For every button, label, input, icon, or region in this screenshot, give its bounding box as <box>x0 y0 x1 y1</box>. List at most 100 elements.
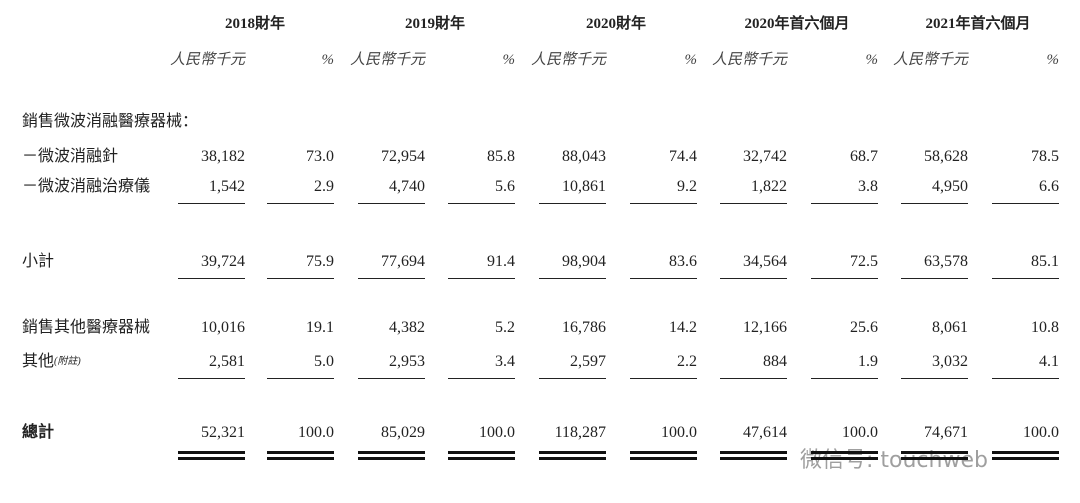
cell: 98,904 <box>562 253 606 270</box>
unit-label: % <box>865 52 879 68</box>
rule-line <box>630 203 697 204</box>
double-rule <box>720 451 787 460</box>
rule-line <box>901 378 968 379</box>
rule-line <box>178 378 245 379</box>
rule-line <box>539 278 606 279</box>
cell: 2.2 <box>677 353 697 370</box>
unit-label: 人民幣千元 <box>350 52 426 68</box>
double-rule <box>811 451 878 460</box>
rule-line <box>811 203 878 204</box>
unit-label: % <box>321 52 335 68</box>
cell: 5.2 <box>495 319 515 336</box>
cell: 9.2 <box>677 178 697 195</box>
cell: 75.9 <box>306 253 334 270</box>
cell: 3,032 <box>932 353 968 370</box>
rule-line <box>901 278 968 279</box>
rule-line <box>720 203 787 204</box>
cell: 14.2 <box>669 319 697 336</box>
rule-line <box>539 378 606 379</box>
cell: 10,016 <box>201 319 245 336</box>
cell: 91.4 <box>487 253 515 270</box>
cell: 77,694 <box>381 253 425 270</box>
cell: 74.4 <box>669 148 697 165</box>
cell: 52,321 <box>201 424 245 441</box>
cell: 118,287 <box>554 424 606 441</box>
rule-line <box>901 203 968 204</box>
double-rule <box>448 451 515 460</box>
double-rule <box>901 451 968 460</box>
cell: 5.0 <box>314 353 334 370</box>
cell: 1,542 <box>209 178 245 195</box>
double-rule <box>267 451 334 460</box>
cell: 25.6 <box>850 319 878 336</box>
cell: 100.0 <box>661 424 697 441</box>
double-rule <box>539 451 606 460</box>
rule-line <box>630 378 697 379</box>
rule-line <box>992 378 1059 379</box>
period-header: 2019財年 <box>404 16 465 32</box>
cell: 4,740 <box>389 178 425 195</box>
cell: 85.8 <box>487 148 515 165</box>
rule-line <box>448 278 515 279</box>
cell: 2,597 <box>570 353 606 370</box>
rule-line <box>178 278 245 279</box>
rule-line <box>267 278 334 279</box>
cell: 78.5 <box>1031 148 1059 165</box>
cell: 100.0 <box>1023 424 1059 441</box>
row-label: 其他(附註) <box>22 353 81 370</box>
cell: 58,628 <box>924 148 968 165</box>
cell: 3.4 <box>495 353 515 370</box>
cell: 8,061 <box>932 319 968 336</box>
rule-line <box>811 278 878 279</box>
cell: 4,382 <box>389 319 425 336</box>
rule-line <box>630 278 697 279</box>
cell: 100.0 <box>842 424 878 441</box>
cell: 74,671 <box>924 424 968 441</box>
cell: 72,954 <box>381 148 425 165</box>
cell: 100.0 <box>479 424 515 441</box>
unit-label: 人民幣千元 <box>893 52 969 68</box>
note: (附註) <box>54 356 81 367</box>
cell: 100.0 <box>298 424 334 441</box>
cell: 10.8 <box>1031 319 1059 336</box>
period-header: 2018財年 <box>224 16 285 32</box>
row-label: 總計 <box>22 424 55 441</box>
rule-line <box>358 378 425 379</box>
row-label: 小計 <box>22 253 55 270</box>
unit-label: % <box>502 52 516 68</box>
cell: 72.5 <box>850 253 878 270</box>
rule-line <box>992 203 1059 204</box>
cell: 39,724 <box>201 253 245 270</box>
rule-line <box>448 203 515 204</box>
double-rule <box>358 451 425 460</box>
rule-line <box>720 378 787 379</box>
cell: 38,182 <box>201 148 245 165</box>
cell: 6.6 <box>1039 178 1059 195</box>
cell: 34,564 <box>743 253 787 270</box>
cell: 4,950 <box>932 178 968 195</box>
cell: 2,953 <box>389 353 425 370</box>
cell: 88,043 <box>562 148 606 165</box>
rule-line <box>358 203 425 204</box>
cell: 19.1 <box>306 319 334 336</box>
cell: 4.1 <box>1039 353 1059 370</box>
double-rule <box>992 451 1059 460</box>
unit-label: 人民幣千元 <box>531 52 607 68</box>
double-rule <box>178 451 245 460</box>
rule-line <box>448 378 515 379</box>
row-label: －微波消融治療儀 <box>22 178 151 195</box>
cell: 16,786 <box>562 319 606 336</box>
unit-label: % <box>684 52 698 68</box>
rule-line <box>267 203 334 204</box>
cell: 884 <box>763 353 787 370</box>
cell: 2.9 <box>314 178 334 195</box>
cell: 10,861 <box>562 178 606 195</box>
period-header: 2020年首六個月 <box>744 16 850 32</box>
cell: 1,822 <box>751 178 787 195</box>
unit-label: 人民幣千元 <box>170 52 246 68</box>
cell: 1.9 <box>858 353 878 370</box>
row-label: 銷售微波消融醫療器械： <box>22 113 199 130</box>
row-label: －微波消融針 <box>22 148 119 165</box>
unit-label: % <box>1046 52 1060 68</box>
